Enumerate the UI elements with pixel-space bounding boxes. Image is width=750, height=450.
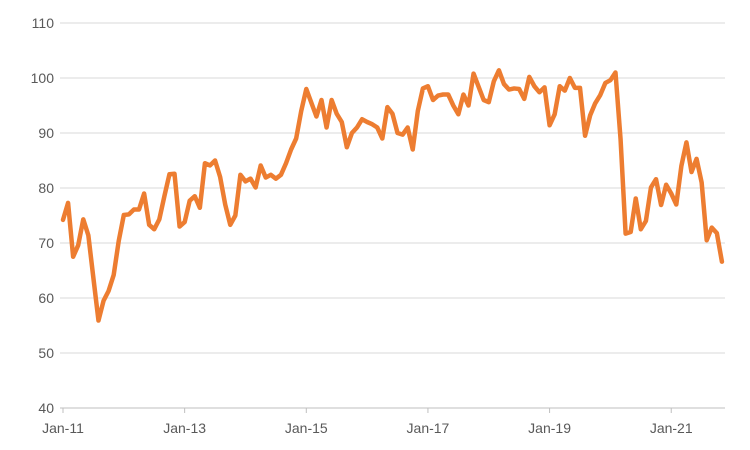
- x-tick-label: Jan-13: [163, 420, 206, 436]
- x-axis-tick-labels: Jan-11 Jan-13 Jan-15 Jan-17 Jan-19 Jan-21: [42, 420, 693, 436]
- x-tick-label: Jan-11: [42, 420, 84, 436]
- y-tick-label: 60: [38, 290, 54, 306]
- x-tick-label: Jan-17: [407, 420, 450, 436]
- series-line: [60, 68, 725, 323]
- x-tick-label: Jan-19: [528, 420, 571, 436]
- grid-lines: [60, 22, 725, 354]
- y-tick-label: 90: [38, 125, 54, 141]
- x-tick-label: Jan-15: [285, 420, 328, 436]
- y-tick-label: 40: [38, 400, 54, 416]
- y-tick-label: 110: [32, 15, 55, 31]
- y-tick-label: 80: [38, 180, 54, 196]
- y-tick-label: 70: [38, 235, 54, 251]
- y-axis-tick-labels: 40 50 60 70 80 90 100 110: [31, 15, 55, 416]
- y-tick-label: 100: [31, 70, 55, 86]
- x-axis: [60, 407, 725, 413]
- y-tick-label: 50: [38, 345, 54, 361]
- series-layer: [60, 68, 725, 323]
- x-tick-label: Jan-21: [650, 420, 693, 436]
